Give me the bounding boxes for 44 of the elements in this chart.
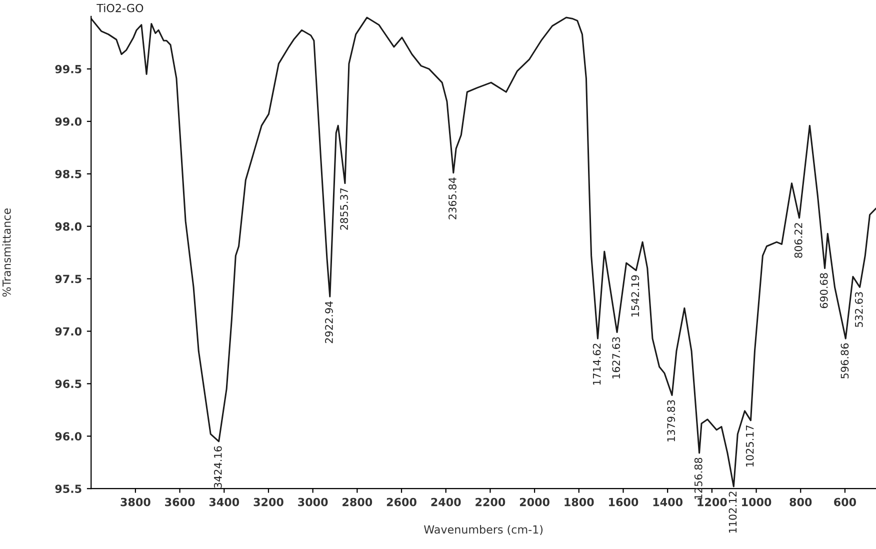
annotation: 690.68 (820, 273, 828, 308)
annotation: 1627.63 (612, 337, 620, 378)
x-tick-label: 2000 (520, 498, 550, 506)
y-tick-label: 97.0 (55, 327, 82, 336)
y-tick-label: 99.0 (55, 117, 82, 126)
y-tick-label: 98.0 (55, 222, 82, 231)
x-tick-label: 3000 (298, 498, 328, 506)
x-tick-label: 2600 (386, 498, 416, 506)
annotation: 2922.94 (325, 301, 333, 344)
annotation: 3424.16 (214, 446, 222, 488)
y-tick-label: 96.5 (55, 380, 82, 388)
annotation: 1714.62 (592, 344, 601, 385)
x-tick-label: 2400 (431, 498, 461, 506)
annotation: 1256.88 (694, 458, 702, 500)
x-tick-label: 1000 (742, 498, 772, 506)
y-tick-label: 98.5 (55, 170, 82, 178)
annotation: 2365.84 (448, 178, 456, 220)
series-label: TiO2-GO (96, 4, 144, 12)
y-tick-label: 96.0 (55, 432, 82, 441)
y-tick-label: 95.5 (55, 484, 82, 493)
x-tick-label: 2800 (342, 498, 372, 506)
x-tick-label: 600 (834, 498, 856, 506)
annotation: 532.63 (854, 292, 863, 327)
x-axis-title: Wavenumbers (cm-1) (424, 525, 543, 535)
annotation: 1102.12 (728, 492, 737, 533)
x-tick-label: 3400 (209, 498, 240, 506)
x-tick-label: 1600 (609, 498, 638, 506)
x-tick-label: 1200 (698, 498, 727, 506)
x-tick-label: 1400 (653, 498, 683, 506)
annotation: 1542.19 (631, 275, 640, 316)
y-tick-label: 97.5 (55, 274, 82, 284)
x-tick-label: 3200 (254, 498, 284, 506)
x-tick-label: 2200 (476, 498, 506, 506)
annotation: 806.22 (794, 223, 802, 258)
y-axis-title: %Transmittance (2, 208, 11, 297)
x-tick-label: 3600 (165, 498, 195, 506)
x-tick-label: 3800 (120, 498, 150, 506)
x-tick-label: 800 (790, 498, 812, 506)
annotation: 596.86 (840, 343, 849, 378)
y-tick-label: 99.5 (55, 64, 82, 74)
x-tick-label: 1800 (564, 498, 594, 506)
annotation: 1379.83 (667, 400, 676, 442)
annotation: 1025.17 (746, 425, 754, 467)
annotation: 2855.37 (340, 188, 348, 230)
